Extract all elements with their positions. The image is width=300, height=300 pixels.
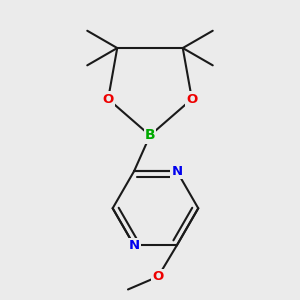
Text: O: O: [103, 92, 114, 106]
Text: O: O: [186, 92, 197, 106]
Text: N: N: [128, 239, 140, 252]
Text: B: B: [145, 128, 155, 142]
Text: O: O: [152, 270, 164, 283]
Text: N: N: [171, 165, 182, 178]
